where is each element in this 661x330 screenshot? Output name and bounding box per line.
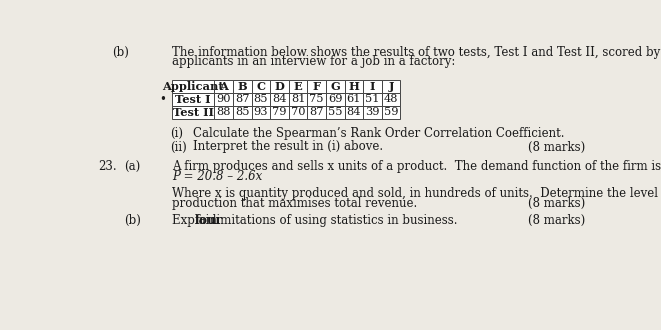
Text: limitations of using statistics in business.: limitations of using statistics in busin… [209,214,457,227]
Text: 23.: 23. [98,160,117,174]
Bar [307,106,326,119]
Text: (i): (i) [170,127,183,140]
Text: Applicant: Applicant [162,81,224,92]
Text: 85: 85 [254,94,268,104]
Text: 51: 51 [366,94,379,104]
Bar [252,106,270,119]
Text: G: G [330,81,340,92]
Bar [172,93,214,106]
Text: A firm produces and sells x units of a product.  The demand function of the firm: A firm produces and sells x units of a p… [172,160,661,174]
Text: 75: 75 [309,94,324,104]
Text: 39: 39 [366,107,379,117]
Text: B: B [237,81,247,92]
Bar [344,93,363,106]
Bar [252,80,270,93]
Bar [172,106,214,119]
Text: I: I [369,81,375,92]
Bar [289,106,307,119]
Text: four: four [195,214,223,227]
Bar [270,93,289,106]
Text: 90: 90 [216,94,231,104]
Bar [214,93,233,106]
Bar [270,80,289,93]
Bar [344,106,363,119]
Text: 84: 84 [272,94,287,104]
Text: Test I: Test I [175,94,211,105]
Text: The information below shows the results of two tests, Test I and Test II, scored: The information below shows the results … [172,46,661,59]
Text: 55: 55 [328,107,342,117]
Text: 70: 70 [291,107,305,117]
Bar [214,106,233,119]
Text: applicants in an interview for a job in a factory:: applicants in an interview for a job in … [172,55,455,68]
Bar [214,80,233,93]
Text: E: E [293,81,303,92]
Bar [382,80,401,93]
Text: Interpret the result in (i) above.: Interpret the result in (i) above. [194,141,383,153]
Text: F: F [313,81,321,92]
Text: 88: 88 [216,107,231,117]
Text: (8 marks): (8 marks) [527,197,585,211]
Text: 87: 87 [309,107,324,117]
Text: (8 marks): (8 marks) [527,214,585,227]
Text: •: • [159,93,166,106]
Bar [363,93,382,106]
Bar [270,106,289,119]
Bar [233,80,252,93]
Bar [307,93,326,106]
Text: A: A [219,81,228,92]
Text: (b): (b) [124,214,141,227]
Bar [382,106,401,119]
Text: D: D [274,81,284,92]
Text: 48: 48 [384,94,399,104]
Text: C: C [256,81,265,92]
Text: (a): (a) [124,160,140,174]
Text: 79: 79 [272,107,287,117]
Text: 93: 93 [254,107,268,117]
Text: production that maximises total revenue.: production that maximises total revenue. [172,197,417,211]
Bar [326,93,344,106]
Text: Calculate the Spearman’s Rank Order Correlation Coefficient.: Calculate the Spearman’s Rank Order Corr… [194,127,565,140]
Text: 69: 69 [328,94,342,104]
Bar [233,93,252,106]
Bar [363,106,382,119]
Text: Test II: Test II [173,107,214,118]
Text: Where x is quantity produced and sold, in hundreds of units.  Determine the leve: Where x is quantity produced and sold, i… [172,187,661,200]
Text: 84: 84 [346,107,361,117]
Text: (8 marks): (8 marks) [527,141,585,153]
Text: 81: 81 [291,94,305,104]
Text: (ii): (ii) [170,141,187,153]
Text: Explain: Explain [172,214,220,227]
Text: 87: 87 [235,94,249,104]
Text: 61: 61 [346,94,361,104]
Bar [233,106,252,119]
Bar [172,80,214,93]
Bar [289,93,307,106]
Text: J: J [388,81,394,92]
Text: 85: 85 [235,107,249,117]
Bar [363,80,382,93]
Text: 59: 59 [384,107,399,117]
Bar [289,80,307,93]
Text: P = 20.8 – 2.6x: P = 20.8 – 2.6x [172,171,262,183]
Text: H: H [348,81,360,92]
Bar [326,106,344,119]
Bar [307,80,326,93]
Bar [326,80,344,93]
Bar [344,80,363,93]
Bar [252,93,270,106]
Text: (b): (b) [112,46,129,59]
Bar [382,93,401,106]
